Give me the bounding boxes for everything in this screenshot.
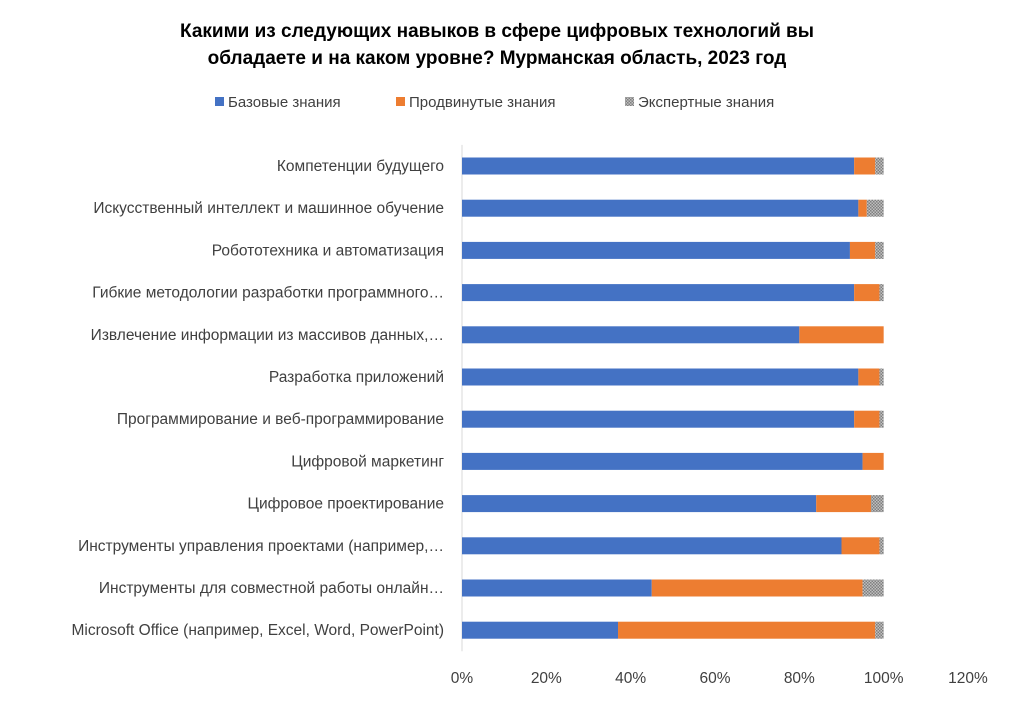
bar-segment-row10-series1	[462, 537, 842, 555]
x-tick-label-7: 120%	[948, 670, 988, 687]
legend-label-1: Базовые знания	[228, 94, 341, 111]
chart-title: Какими из следующих навыков в сфере цифр…	[180, 21, 814, 69]
bar-segment-row5-series1	[462, 326, 800, 344]
bar-segment-row2-series3	[866, 199, 884, 217]
bar-segment-row12-series3	[875, 621, 884, 639]
category-label-7: Программирование и веб-программирование	[117, 411, 444, 428]
x-axis-ticks: 0% 20% 40% 60% 80% 100% 120%	[451, 670, 988, 687]
bar-segment-row6-series2	[858, 368, 880, 386]
bar-segment-row10-series3	[879, 537, 884, 555]
legend-label-2: Продвинутые знания	[409, 94, 555, 111]
bar-segment-row1-series2	[854, 157, 876, 175]
bar-segment-row6-series3	[879, 368, 884, 386]
legend-label-3: Экспертные знания	[638, 94, 774, 111]
bar-segment-row3-series1	[462, 241, 850, 259]
bar-segment-row11-series2	[651, 579, 863, 597]
bar-segment-row11-series1	[462, 579, 652, 597]
bar-segment-row3-series2	[849, 241, 876, 259]
bar-segment-row12-series2	[618, 621, 876, 639]
bar-segment-row10-series2	[841, 537, 880, 555]
bar-segment-row12-series1	[462, 621, 619, 639]
bar-segment-row7-series3	[879, 410, 884, 428]
category-label-6: Разработка приложений	[269, 369, 444, 386]
legend-swatch-2	[396, 97, 405, 106]
category-label-1: Компетенции будущего	[277, 158, 444, 175]
bar-segment-row9-series2	[816, 495, 872, 513]
x-tick-label-2: 20%	[531, 670, 562, 687]
bar-segment-row7-series1	[462, 410, 855, 428]
legend-swatch-1	[215, 97, 224, 106]
x-tick-label-3: 40%	[615, 670, 646, 687]
bar-segment-row4-series3	[879, 284, 884, 302]
category-label-11: Инструменты для совместной работы онлайн…	[99, 580, 444, 597]
category-label-10: Инструменты управления проектами (наприм…	[78, 538, 444, 555]
category-label-2: Искусственный интеллект и машинное обуче…	[93, 200, 444, 217]
bar-segment-row9-series3	[871, 495, 884, 513]
bar-segment-row4-series2	[854, 284, 880, 302]
bar-segment-row8-series1	[462, 452, 863, 470]
category-labels: Компетенции будущего Искусственный интелл…	[71, 158, 444, 639]
x-tick-label-4: 60%	[699, 670, 730, 687]
bar-segment-row11-series3	[862, 579, 884, 597]
category-label-5: Извлечение информации из массивов данных…	[91, 327, 444, 344]
bar-segment-row2-series1	[462, 199, 859, 217]
bar-segment-row2-series2	[858, 199, 867, 217]
bar-segment-row6-series1	[462, 368, 859, 386]
bar-segment-row1-series3	[875, 157, 884, 175]
category-label-9: Цифровое проектирование	[248, 496, 444, 513]
chart-legend: Базовые знания Продвинутые знания Экспертн…	[215, 94, 774, 111]
bar-segment-row7-series2	[854, 410, 880, 428]
category-label-4: Гибкие методологии разработки программно…	[92, 285, 444, 302]
chart-title-line-1: Какими из следующих навыков в сфере цифр…	[180, 21, 814, 42]
legend-swatch-3	[625, 97, 634, 106]
bar-series-group	[462, 157, 884, 639]
bar-segment-row1-series1	[462, 157, 855, 175]
chart-title-line-2: обладаете и на каком уровне? Мурманская …	[208, 48, 787, 69]
bar-segment-row3-series3	[875, 241, 884, 259]
x-tick-label-1: 0%	[451, 670, 474, 687]
bar-segment-row8-series2	[862, 452, 884, 470]
bar-segment-row9-series1	[462, 495, 817, 513]
bar-segment-row5-series2	[799, 326, 884, 344]
category-label-12: Microsoft Office (например, Excel, Word,…	[71, 622, 444, 639]
x-tick-label-6: 100%	[864, 670, 904, 687]
bar-segment-row4-series1	[462, 284, 855, 302]
x-tick-label-5: 80%	[784, 670, 815, 687]
category-label-8: Цифровой маркетинг	[291, 453, 444, 470]
category-label-3: Робототехника и автоматизация	[212, 242, 444, 259]
